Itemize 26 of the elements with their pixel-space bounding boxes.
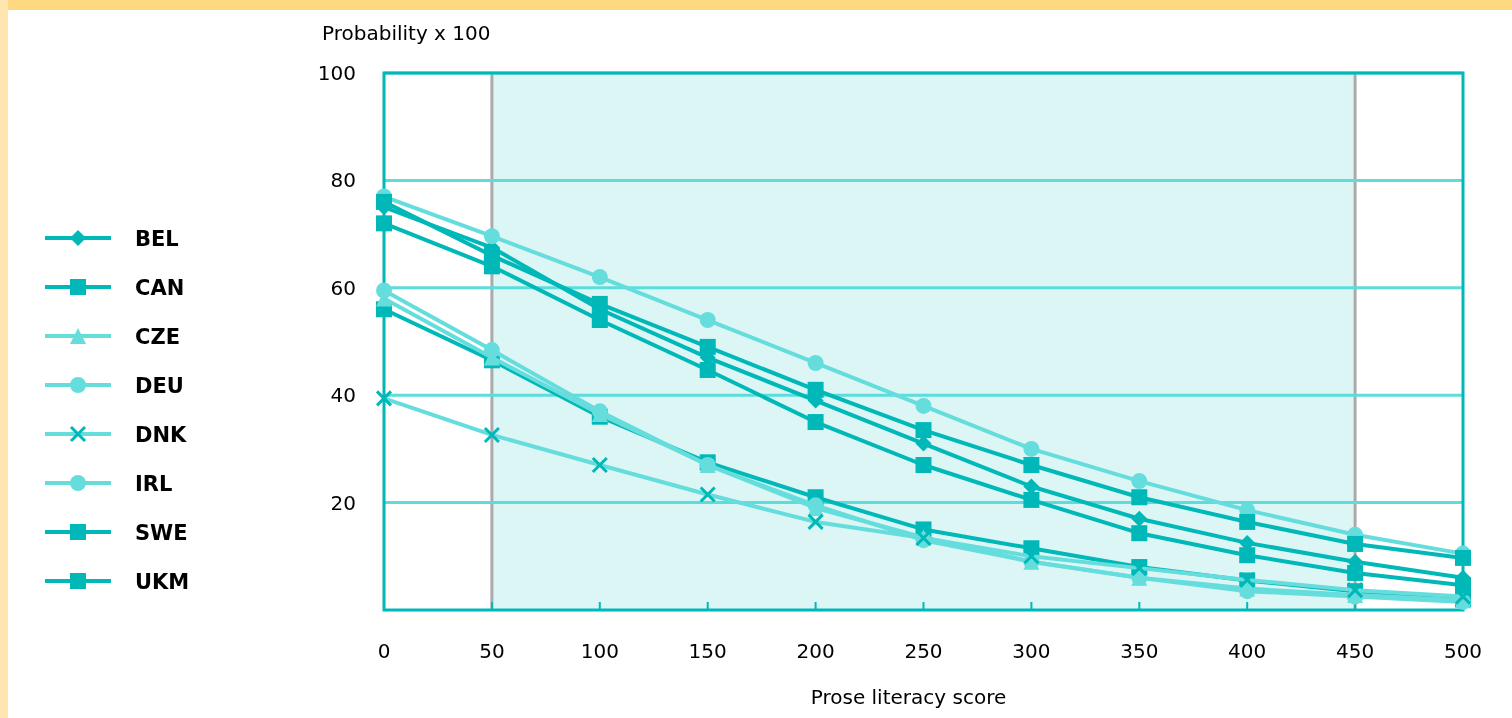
y-tick-label: 80 xyxy=(330,168,356,193)
x-tick-label: 200 xyxy=(796,639,835,663)
y-tick-label: 60 xyxy=(330,275,356,300)
x-tick-label: 450 xyxy=(1336,639,1375,663)
legend-label: CAN xyxy=(135,276,185,300)
y-axis-title: Probability x 100 xyxy=(322,21,491,45)
legend-label: BEL xyxy=(135,227,179,251)
x-axis-title: Prose literacy score xyxy=(810,685,1007,709)
x-tick-label: 400 xyxy=(1228,639,1267,663)
x-tick-label: 300 xyxy=(1012,639,1051,663)
x-tick-label: 0 xyxy=(377,639,391,663)
legend-label: DNK xyxy=(135,423,188,447)
x-tick-label: 150 xyxy=(688,639,727,663)
legend-label: SWE xyxy=(135,521,188,545)
y-tick-label: 20 xyxy=(330,490,356,515)
legend-label: IRL xyxy=(135,472,173,496)
x-tick-label: 100 xyxy=(580,639,619,663)
y-tick-label: 100 xyxy=(317,61,356,85)
x-tick-label: 250 xyxy=(904,639,943,663)
x-tick-label: 350 xyxy=(1120,639,1159,663)
legend-label: DEU xyxy=(135,374,184,398)
y-tick-label: 40 xyxy=(330,383,356,408)
legend-label: CZE xyxy=(135,325,180,349)
x-tick-label: 50 xyxy=(479,639,505,663)
legend-label: UKM xyxy=(135,570,190,594)
x-tick-label: 500 xyxy=(1443,639,1483,663)
